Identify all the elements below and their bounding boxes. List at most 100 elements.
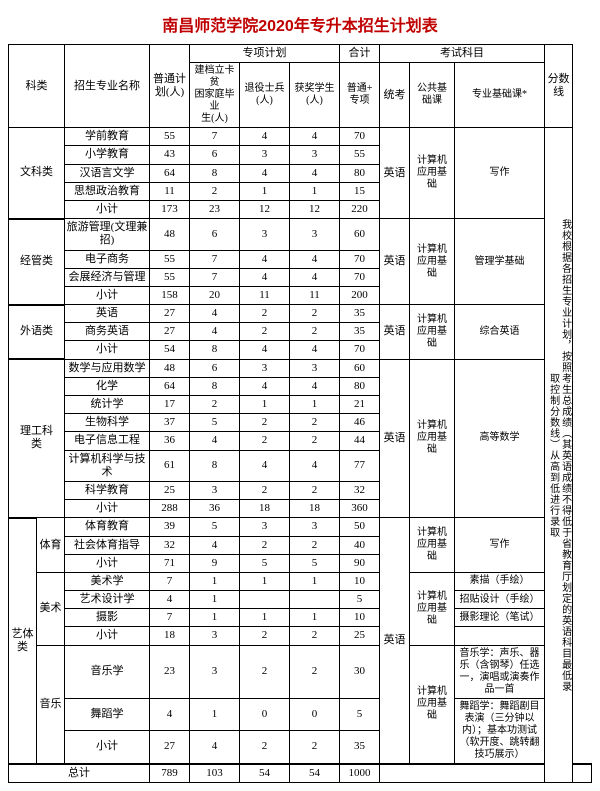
subtotal-label: 小计 — [65, 627, 150, 645]
val: 3 — [190, 481, 240, 499]
val: 2 — [240, 432, 290, 450]
subtotal-val: 54 — [150, 341, 190, 359]
exam-prof: 写作 — [455, 128, 545, 219]
hdr-sum: 合计 — [340, 45, 380, 63]
category: 理工科类 — [9, 359, 65, 518]
exam-public: 计算机应用基础 — [410, 518, 455, 573]
val: 27 — [150, 323, 190, 341]
subtotal-val: 2 — [290, 730, 340, 763]
hdr-major: 招生专业名称 — [65, 45, 150, 128]
major: 电子商务 — [65, 250, 150, 268]
major: 商务英语 — [65, 323, 150, 341]
val: 4 — [240, 268, 290, 286]
val: 1 — [290, 182, 340, 200]
val: 15 — [340, 182, 380, 200]
val: 0 — [240, 698, 290, 730]
val: 3 — [290, 518, 340, 536]
val: 4 — [290, 250, 340, 268]
subtotal-val: 36 — [190, 500, 240, 518]
subtotal-val: 18 — [240, 500, 290, 518]
val: 2 — [240, 536, 290, 554]
subtotal-val: 288 — [150, 500, 190, 518]
subtotal-val: 5 — [290, 554, 340, 572]
val: 40 — [340, 536, 380, 554]
subtotal-val: 20 — [190, 286, 240, 304]
val: 1 — [290, 572, 340, 590]
category: 文科类 — [9, 128, 65, 219]
subtotal-val: 8 — [190, 341, 240, 359]
subtotal-val: 70 — [340, 341, 380, 359]
val: 37 — [150, 414, 190, 432]
val: 64 — [150, 377, 190, 395]
val: 2 — [190, 182, 240, 200]
val: 3 — [290, 219, 340, 250]
val: 5 — [190, 414, 240, 432]
val: 1 — [290, 609, 340, 627]
val: 1 — [290, 396, 340, 414]
major: 英语 — [65, 305, 150, 323]
sub-category: 体育 — [37, 518, 65, 573]
total-val: 1000 — [340, 764, 380, 783]
exam-unified: 英语 — [380, 359, 410, 518]
val: 2 — [240, 645, 290, 698]
val: 55 — [340, 146, 380, 164]
category: 艺体类 — [9, 518, 37, 764]
val: 27 — [150, 305, 190, 323]
subtotal-label: 小计 — [65, 200, 150, 218]
val — [290, 591, 340, 609]
val: 2 — [290, 414, 340, 432]
major: 美术学 — [65, 572, 150, 590]
subtotal-val: 71 — [150, 554, 190, 572]
val: 17 — [150, 396, 190, 414]
val: 8 — [190, 450, 240, 481]
total-val: 54 — [290, 764, 340, 783]
val: 4 — [240, 128, 290, 146]
val: 55 — [150, 128, 190, 146]
val: 30 — [340, 645, 380, 698]
plan-table: 科类招生专业名称普通计划(人)专项计划合计考试科目分数线建档立卡贫困家庭毕业生(… — [8, 44, 592, 783]
hdr-exam: 考试科目 — [380, 45, 545, 63]
subtotal-val: 9 — [190, 554, 240, 572]
subtotal-val: 158 — [150, 286, 190, 304]
major: 思想政治教育 — [65, 182, 150, 200]
subtotal-val: 5 — [240, 554, 290, 572]
val: 4 — [150, 698, 190, 730]
val: 21 — [340, 396, 380, 414]
val: 7 — [150, 572, 190, 590]
val: 10 — [340, 609, 380, 627]
val: 2 — [240, 481, 290, 499]
subtotal-val: 27 — [150, 730, 190, 763]
exam-unified: 英语 — [380, 219, 410, 305]
subtotal-val: 360 — [340, 500, 380, 518]
val: 1 — [240, 609, 290, 627]
val: 0 — [290, 698, 340, 730]
subtotal-val: 18 — [150, 627, 190, 645]
val: 5 — [190, 518, 240, 536]
total-val: 54 — [240, 764, 290, 783]
page-title: 南昌师范学院2020年专升本招生计划表 — [8, 12, 592, 36]
hdr-sumsub: 普通+专项 — [340, 63, 380, 128]
hdr-prof: 专业基础课* — [455, 63, 545, 128]
hdr-normal: 普通计划(人) — [150, 45, 190, 128]
val: 2 — [240, 323, 290, 341]
val: 3 — [190, 645, 240, 698]
val: 3 — [290, 359, 340, 377]
val: 4 — [290, 377, 340, 395]
val: 3 — [290, 146, 340, 164]
hdr-special: 专项计划 — [190, 45, 340, 63]
exam-prof: 管理学基础 — [455, 219, 545, 305]
val: 6 — [190, 359, 240, 377]
val: 35 — [340, 305, 380, 323]
major: 科学教育 — [65, 481, 150, 499]
val: 1 — [240, 396, 290, 414]
val: 5 — [340, 591, 380, 609]
subtotal-val: 3 — [190, 627, 240, 645]
val: 80 — [340, 377, 380, 395]
subtotal-val: 2 — [290, 627, 340, 645]
val: 4 — [290, 268, 340, 286]
val: 4 — [150, 591, 190, 609]
major: 学前教育 — [65, 128, 150, 146]
val: 4 — [240, 377, 290, 395]
val: 55 — [150, 268, 190, 286]
exam-prof: 音乐学：声乐、器乐（含钢琴）任选一，演唱或演奏作品一首 — [455, 645, 545, 698]
